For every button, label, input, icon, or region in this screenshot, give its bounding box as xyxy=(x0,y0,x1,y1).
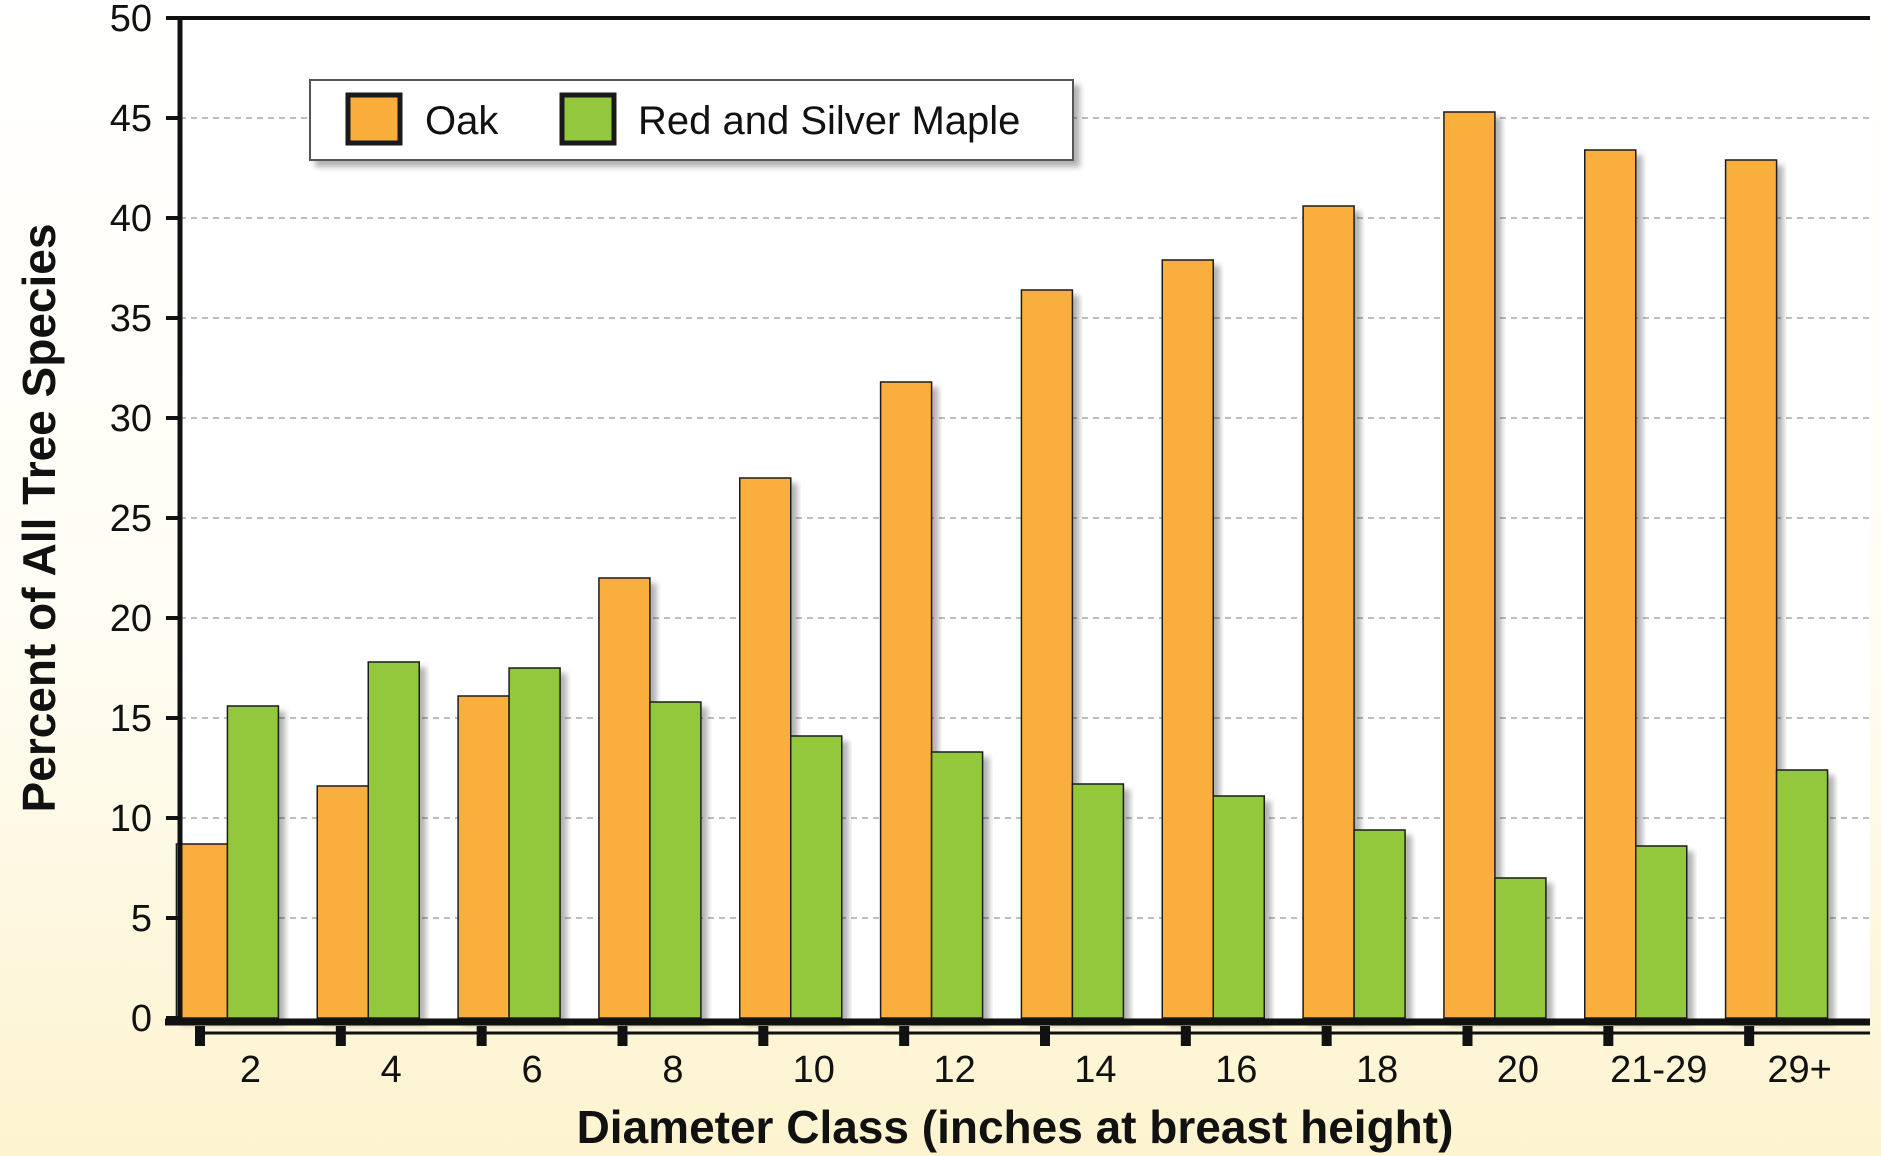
legend-box xyxy=(309,79,1074,161)
bar-oak-29+ xyxy=(1724,159,1778,1019)
x-tick-mark xyxy=(617,1026,628,1046)
y-tick-labels: 0 5 10 15 20 25 30 35 40 45 50 xyxy=(110,0,152,1040)
x-tick-label: 18 xyxy=(1356,1049,1398,1091)
bar-maple-8 xyxy=(649,701,702,1019)
bar-maple-12 xyxy=(930,751,984,1019)
bar-oak-10 xyxy=(739,477,792,1019)
legend-label-maple: Red and Silver Maple xyxy=(638,99,1020,143)
bar-oak-20 xyxy=(1443,111,1496,1019)
x-axis-title: Diameter Class (inches at breast height) xyxy=(577,1101,1454,1153)
axes xyxy=(165,16,1870,1046)
bar-oak-16 xyxy=(1161,259,1214,1019)
bar-maple-6 xyxy=(508,667,561,1019)
bar-oak-21-29 xyxy=(1584,149,1637,1019)
x-tick-mark xyxy=(1040,1026,1050,1046)
x-tick-label: 12 xyxy=(933,1049,975,1091)
y-tick-label: 45 xyxy=(110,98,152,140)
bar-oak-2 xyxy=(175,843,229,1019)
bar-oak-8 xyxy=(598,577,651,1019)
legend-swatch-maple xyxy=(559,92,617,146)
bar-maple-2 xyxy=(226,705,280,1019)
y-tick-label: 30 xyxy=(110,398,152,440)
legend-swatch-oak xyxy=(345,92,403,146)
x-tick-label: 6 xyxy=(522,1049,543,1091)
y-tick-label: 40 xyxy=(110,198,152,240)
y-tick-label: 5 xyxy=(131,898,152,940)
x-tick-mark xyxy=(1462,1026,1473,1046)
y-tick-label: 20 xyxy=(110,598,152,640)
bars xyxy=(175,111,1829,1019)
x-tick-label: 14 xyxy=(1074,1049,1116,1091)
x-tick-label: 4 xyxy=(381,1049,402,1091)
bar-maple-21-29 xyxy=(1635,845,1688,1019)
y-tick-label: 25 xyxy=(110,498,152,540)
bar-maple-4 xyxy=(367,661,420,1019)
bar-oak-14 xyxy=(1020,289,1074,1019)
x-tick-label: 10 xyxy=(793,1049,835,1091)
legend-label-oak: Oak xyxy=(425,99,499,143)
legend: Oak Red and Silver Maple xyxy=(309,79,1074,161)
x-tick-label: 2 xyxy=(240,1049,261,1091)
x-tick-label: 21-29 xyxy=(1610,1049,1707,1091)
x-tick-mark xyxy=(476,1026,487,1046)
x-tick-label: 20 xyxy=(1497,1049,1539,1091)
y-tick-label: 15 xyxy=(110,698,152,740)
x-tick-label: 29+ xyxy=(1767,1049,1831,1091)
x-tick-mark xyxy=(1180,1026,1191,1046)
x-tick-mark xyxy=(335,1026,346,1046)
y-tick-label: 0 xyxy=(131,998,152,1040)
x-tick-mark xyxy=(1744,1026,1755,1046)
bar-maple-18 xyxy=(1353,829,1406,1019)
bar-maple-29+ xyxy=(1775,769,1829,1019)
y-tick-label: 50 xyxy=(110,0,152,40)
bar-maple-10 xyxy=(790,735,843,1019)
bar-oak-18 xyxy=(1302,205,1355,1019)
bar-maple-20 xyxy=(1494,877,1547,1019)
y-tick-label: 10 xyxy=(110,798,152,840)
x-tick-label: 16 xyxy=(1215,1049,1257,1091)
y-tick-label: 35 xyxy=(110,298,152,340)
bar-maple-16 xyxy=(1212,795,1265,1019)
y-axis-title: Percent of All Tree Species xyxy=(13,224,65,813)
bar-oak-12 xyxy=(879,381,933,1019)
x-tick-mark xyxy=(899,1026,910,1046)
bar-maple-14 xyxy=(1071,783,1125,1019)
bar-oak-6 xyxy=(457,695,510,1019)
x-tick-mark xyxy=(1321,1026,1332,1046)
x-tick-mark xyxy=(1603,1026,1614,1046)
bar-oak-4 xyxy=(316,785,369,1019)
x-tick-label: 8 xyxy=(662,1049,683,1091)
x-tick-mark xyxy=(758,1026,769,1046)
x-tick-mark xyxy=(195,1026,205,1046)
x-tick-labels: 2 4 6 8 10 12 14 16 18 20 21-29 29+ xyxy=(240,1049,1832,1091)
